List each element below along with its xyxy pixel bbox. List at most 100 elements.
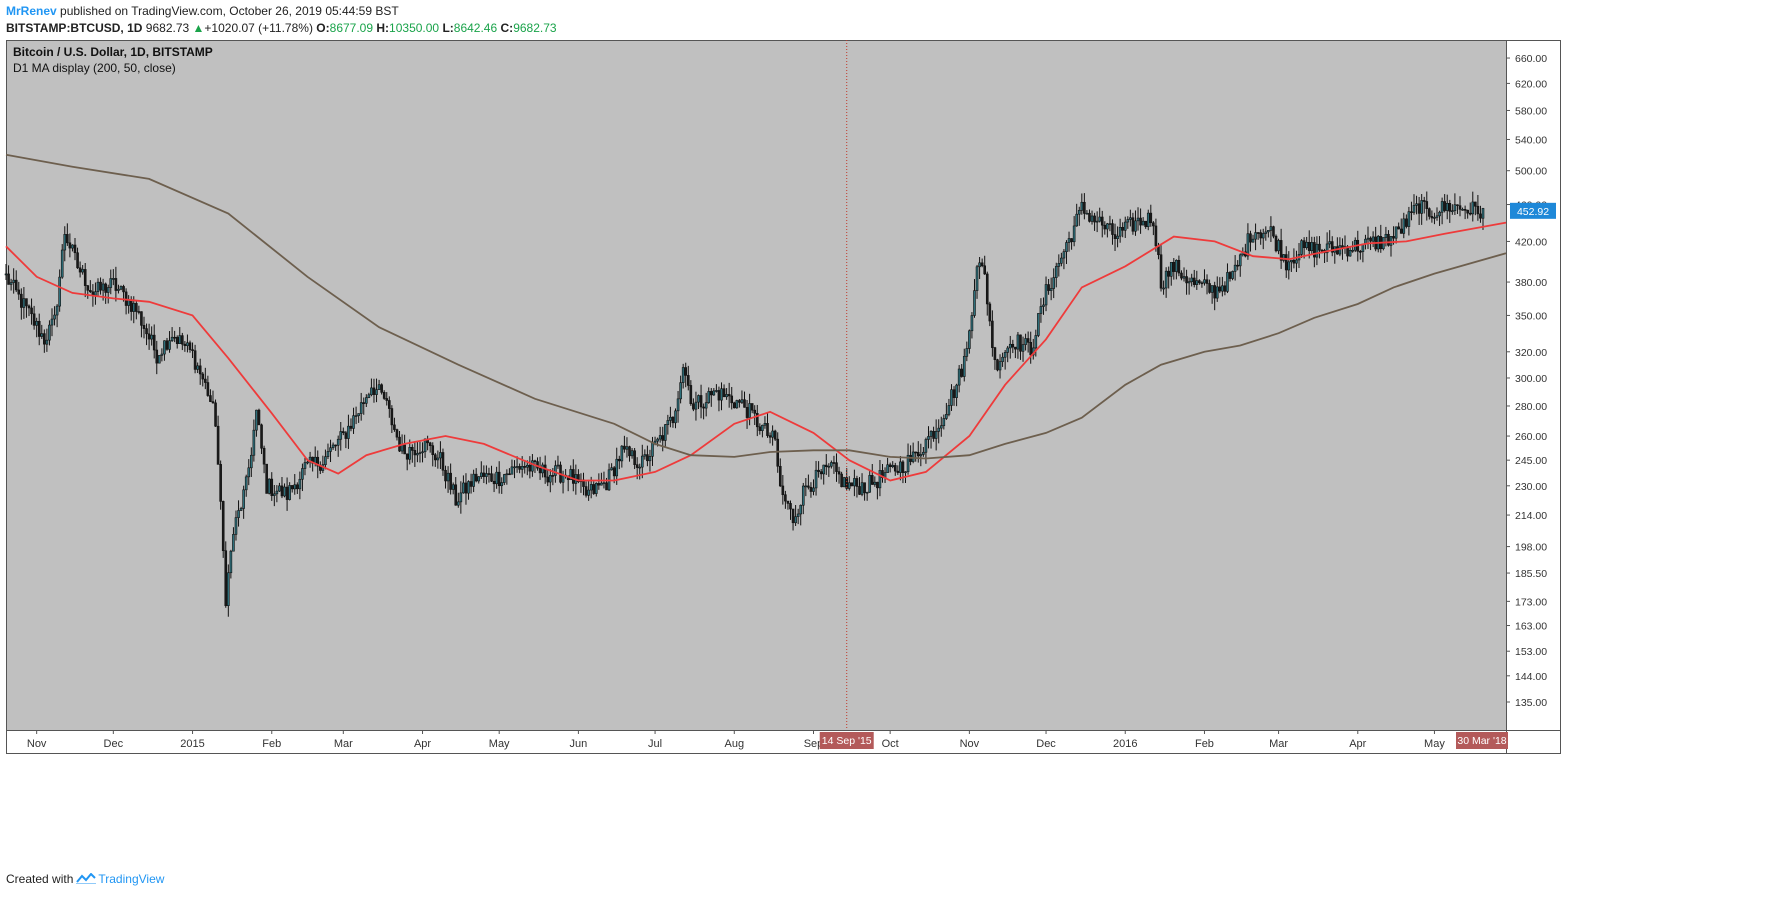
candle-body bbox=[766, 423, 769, 436]
candle-body bbox=[1402, 218, 1406, 234]
chart-canvas[interactable]: 660.00620.00580.00540.00500.00460.00420.… bbox=[0, 36, 1788, 866]
candle-body bbox=[147, 333, 151, 340]
symbol-label: BITSTAMP:BTCUSD, 1D bbox=[6, 21, 143, 35]
candle-body bbox=[1272, 226, 1275, 237]
candle-body bbox=[35, 320, 38, 326]
candle-body bbox=[354, 415, 358, 417]
candle-body bbox=[1267, 230, 1270, 233]
candle-body bbox=[996, 359, 999, 371]
candle-body bbox=[761, 424, 764, 432]
candle-body bbox=[421, 451, 424, 454]
candle-body bbox=[106, 287, 110, 293]
candle-body bbox=[1425, 201, 1429, 209]
candle-body bbox=[720, 388, 723, 401]
candle-body bbox=[1428, 208, 1431, 217]
candle-body bbox=[620, 445, 624, 462]
candle-body bbox=[643, 454, 647, 457]
candle-body bbox=[101, 283, 105, 291]
candle-body bbox=[942, 418, 946, 427]
y-tick-label: 320.00 bbox=[1515, 347, 1547, 359]
candle-body bbox=[789, 503, 792, 510]
candle-body bbox=[919, 454, 923, 457]
candle-body bbox=[1405, 218, 1408, 227]
candle-body bbox=[850, 482, 854, 487]
candle-body bbox=[1006, 347, 1010, 353]
candle-body bbox=[1126, 219, 1130, 223]
candle-body bbox=[173, 336, 176, 339]
candle-body bbox=[216, 425, 220, 465]
candle-body bbox=[937, 427, 941, 432]
candle-body bbox=[712, 390, 716, 396]
candle-body bbox=[1336, 246, 1339, 255]
y-tick-label: 660.00 bbox=[1515, 53, 1547, 65]
x-tick-label: 2016 bbox=[1113, 738, 1137, 750]
candle-body bbox=[94, 291, 97, 296]
candle-body bbox=[165, 340, 169, 350]
candle-body bbox=[178, 335, 182, 344]
candle-body bbox=[998, 361, 1002, 371]
candle-body bbox=[1149, 212, 1153, 224]
candle-body bbox=[1177, 259, 1181, 274]
candle-body bbox=[876, 481, 879, 489]
close-label: C: bbox=[500, 21, 514, 35]
candle-body bbox=[993, 347, 997, 361]
tradingview-link[interactable]: TradingView bbox=[98, 872, 165, 886]
candle-body bbox=[441, 452, 445, 471]
candle-body bbox=[449, 472, 452, 490]
candle-body bbox=[916, 451, 920, 457]
candle-body bbox=[99, 281, 102, 291]
candle-body bbox=[1182, 276, 1186, 279]
candle-body bbox=[155, 349, 159, 364]
candle-body bbox=[955, 384, 958, 398]
candle-body bbox=[1118, 226, 1122, 237]
author-link[interactable]: MrRenev bbox=[6, 4, 57, 18]
candle-body bbox=[763, 423, 767, 426]
candle-body bbox=[776, 438, 780, 467]
candle-body bbox=[845, 477, 849, 489]
candle-body bbox=[873, 481, 877, 485]
candle-body bbox=[1453, 204, 1457, 212]
candle-body bbox=[83, 269, 87, 286]
candle-body bbox=[1330, 241, 1334, 253]
candle-body bbox=[459, 492, 463, 503]
candle-body bbox=[183, 343, 187, 347]
candle-body bbox=[175, 337, 179, 344]
y-tick-label: 260.00 bbox=[1515, 431, 1547, 443]
candle-body bbox=[694, 401, 698, 410]
candle-body bbox=[1295, 259, 1298, 264]
candle-body bbox=[973, 290, 976, 316]
candle-body bbox=[1348, 250, 1352, 257]
candle-body bbox=[991, 320, 994, 348]
high-label: H: bbox=[376, 21, 390, 35]
candle-body bbox=[735, 400, 739, 409]
candle-body bbox=[252, 429, 256, 456]
candle-body bbox=[847, 482, 851, 489]
candle-body bbox=[446, 472, 450, 482]
candle-body bbox=[515, 466, 519, 468]
candle-body bbox=[600, 482, 603, 486]
candle-body bbox=[109, 278, 113, 288]
candle-body bbox=[50, 318, 54, 326]
crosshair-date-tag bbox=[819, 732, 874, 749]
candle-body bbox=[37, 320, 41, 337]
candle-body bbox=[1479, 213, 1482, 219]
candle-body bbox=[239, 508, 243, 511]
candle-body bbox=[490, 473, 493, 482]
candle-body bbox=[947, 405, 951, 415]
candle-body bbox=[929, 430, 933, 437]
candle-body bbox=[1458, 205, 1462, 210]
candle-body bbox=[771, 430, 774, 438]
candle-body bbox=[357, 413, 360, 416]
candle-body bbox=[824, 464, 828, 467]
candle-body bbox=[1062, 251, 1066, 259]
candle-body bbox=[952, 389, 956, 398]
candle-body bbox=[906, 454, 910, 473]
candle-body bbox=[17, 289, 21, 295]
candle-body bbox=[400, 444, 404, 452]
candle-body bbox=[538, 467, 542, 474]
candle-body bbox=[142, 325, 146, 329]
x-tick-label: Jul bbox=[648, 738, 662, 750]
candle-body bbox=[359, 402, 363, 414]
candle-body bbox=[1198, 280, 1201, 284]
candle-body bbox=[738, 400, 741, 403]
